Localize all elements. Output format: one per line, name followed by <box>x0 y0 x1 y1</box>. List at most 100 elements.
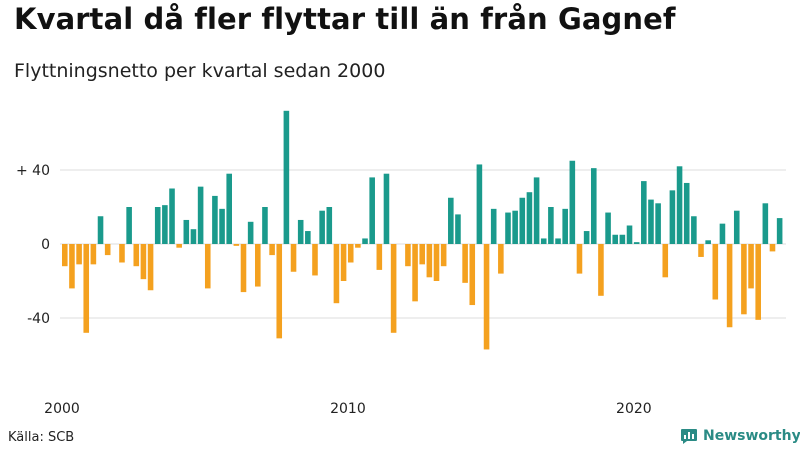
bar[interactable] <box>769 244 776 252</box>
bar[interactable] <box>526 192 533 244</box>
bar[interactable] <box>362 238 368 244</box>
bar[interactable] <box>748 244 754 289</box>
bar[interactable] <box>204 244 211 289</box>
bar[interactable] <box>533 177 540 244</box>
bar[interactable] <box>426 244 433 278</box>
bar[interactable] <box>269 244 275 256</box>
bar[interactable] <box>376 244 383 270</box>
bar[interactable] <box>183 219 190 244</box>
bar[interactable] <box>612 234 619 244</box>
bar[interactable] <box>312 244 318 276</box>
bar[interactable] <box>548 207 554 244</box>
bar[interactable] <box>147 244 154 291</box>
bar[interactable] <box>154 207 161 244</box>
bar[interactable] <box>455 214 461 244</box>
bar[interactable] <box>619 234 626 244</box>
bar[interactable] <box>347 244 354 263</box>
bar[interactable] <box>190 229 197 244</box>
bar[interactable] <box>326 207 333 244</box>
bar[interactable] <box>297 219 304 244</box>
bar[interactable] <box>705 240 711 244</box>
bar[interactable] <box>476 164 483 244</box>
bar[interactable] <box>162 205 168 244</box>
bar[interactable] <box>562 208 568 244</box>
bar[interactable] <box>69 244 75 289</box>
bar[interactable] <box>233 244 240 246</box>
bar[interactable] <box>90 244 97 265</box>
bar[interactable] <box>412 244 418 302</box>
bar[interactable] <box>576 244 583 274</box>
bar[interactable] <box>369 177 375 244</box>
bar[interactable] <box>226 173 232 244</box>
bar[interactable] <box>462 244 468 283</box>
bar[interactable] <box>76 244 82 265</box>
bar[interactable] <box>519 197 526 244</box>
bar[interactable] <box>440 244 447 267</box>
bar[interactable] <box>305 231 311 244</box>
bar[interactable] <box>390 244 397 333</box>
bar[interactable] <box>140 244 147 280</box>
bar[interactable] <box>648 199 654 244</box>
bar[interactable] <box>598 244 604 296</box>
bar[interactable] <box>755 244 761 320</box>
bar[interactable] <box>133 244 140 267</box>
bar[interactable] <box>97 216 104 244</box>
bar[interactable] <box>383 173 390 244</box>
bar[interactable] <box>733 210 740 244</box>
bar[interactable] <box>762 203 769 244</box>
bar[interactable] <box>276 244 283 339</box>
bar[interactable] <box>633 242 640 244</box>
bar[interactable] <box>683 182 690 244</box>
bar[interactable] <box>240 244 247 293</box>
bar[interactable] <box>512 210 518 244</box>
bar[interactable] <box>355 244 361 248</box>
bar[interactable] <box>655 203 661 244</box>
bar[interactable] <box>83 244 90 333</box>
bar[interactable] <box>119 244 125 263</box>
bar[interactable] <box>726 244 733 328</box>
bar[interactable] <box>776 218 783 244</box>
bar[interactable] <box>590 168 597 244</box>
bar[interactable] <box>219 208 225 244</box>
bar[interactable] <box>62 244 68 267</box>
bar[interactable] <box>104 244 111 256</box>
bar[interactable] <box>569 160 576 244</box>
bar[interactable] <box>676 166 683 244</box>
bar[interactable] <box>169 188 175 245</box>
bar[interactable] <box>419 244 426 265</box>
bar[interactable] <box>712 244 719 300</box>
bar[interactable] <box>405 244 411 267</box>
brand-logo[interactable]: Newsworthy <box>680 427 800 445</box>
bar[interactable] <box>555 238 561 244</box>
bar[interactable] <box>490 208 497 244</box>
bar[interactable] <box>540 238 547 244</box>
bar[interactable] <box>290 244 297 272</box>
bar[interactable] <box>691 216 697 244</box>
bar[interactable] <box>641 181 647 244</box>
bar[interactable] <box>262 207 268 244</box>
bar[interactable] <box>719 223 726 244</box>
bar[interactable] <box>662 244 669 278</box>
bar[interactable] <box>669 190 676 244</box>
bar[interactable] <box>340 244 347 281</box>
bar[interactable] <box>605 212 611 244</box>
bar[interactable] <box>319 210 325 244</box>
bar[interactable] <box>505 212 511 244</box>
bar[interactable] <box>212 195 218 244</box>
bar[interactable] <box>741 244 747 315</box>
bar[interactable] <box>698 244 704 257</box>
bar[interactable] <box>498 244 504 274</box>
bar[interactable] <box>583 231 590 244</box>
bar[interactable] <box>626 225 633 245</box>
bar[interactable] <box>483 244 490 350</box>
bar[interactable] <box>126 207 132 244</box>
bar[interactable] <box>176 244 182 248</box>
bar[interactable] <box>255 244 261 287</box>
bar[interactable] <box>433 244 440 281</box>
bar[interactable] <box>197 186 204 244</box>
bar[interactable] <box>333 244 340 304</box>
bar[interactable] <box>283 110 290 244</box>
bar[interactable] <box>448 197 454 244</box>
bar[interactable] <box>469 244 476 306</box>
bar[interactable] <box>247 221 254 244</box>
